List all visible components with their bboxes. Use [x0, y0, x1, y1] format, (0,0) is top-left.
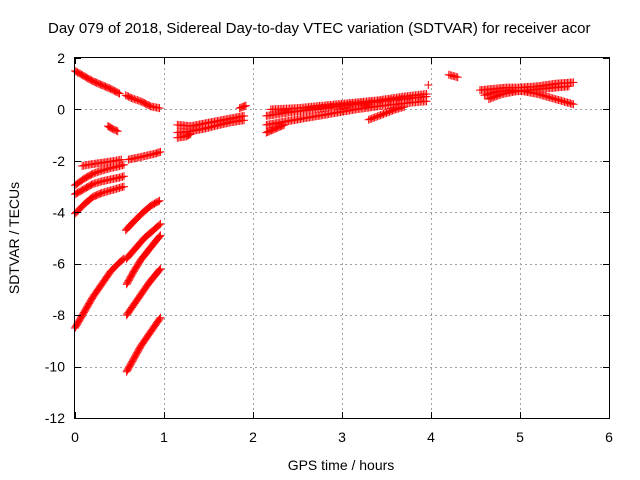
- y-axis-label: SDTVAR / TECUs: [6, 182, 22, 294]
- data-point: [156, 264, 165, 273]
- x-tick-label: 5: [516, 429, 524, 445]
- series-arc-17: [173, 129, 195, 142]
- data-point: [155, 196, 164, 205]
- data-point: [119, 254, 128, 263]
- series-arc-21: [266, 90, 431, 114]
- series-arc-1: [71, 66, 124, 98]
- data-point: [240, 102, 249, 111]
- data-point: [422, 97, 431, 106]
- data-point: [113, 127, 122, 136]
- data-point: [155, 315, 164, 323]
- y-tick-label: -4: [53, 204, 66, 220]
- data-point: [156, 219, 165, 228]
- series-arc-25: [444, 70, 462, 82]
- y-tick-label: -2: [53, 153, 66, 169]
- series-arc-28: [484, 82, 573, 104]
- x-tick-label: 0: [71, 429, 79, 445]
- series-arc-24: [424, 81, 433, 89]
- axis-ticks: 0 1 2 3 4 5 6 -12 -10 -8 -6 -4 -2 0 2: [45, 50, 613, 445]
- plot-border: [74, 57, 610, 419]
- data-point: [119, 182, 128, 191]
- data-point: [278, 121, 287, 130]
- data-point: [569, 100, 578, 109]
- y-tick-label: 2: [57, 50, 65, 66]
- x-tick-label: 6: [605, 429, 613, 445]
- data-point: [115, 89, 124, 98]
- y-tick-label: -10: [45, 359, 65, 375]
- x-tick-label: 3: [338, 429, 346, 445]
- data-point: [241, 101, 250, 110]
- data-point: [422, 90, 431, 98]
- data-point: [156, 231, 165, 240]
- data-point: [112, 126, 121, 135]
- data-point: [186, 129, 195, 138]
- series-arc-16: [173, 116, 249, 137]
- data-point: [280, 120, 289, 129]
- data-point: [154, 233, 163, 242]
- data-point: [119, 160, 128, 169]
- series-arc-14: [71, 254, 128, 332]
- data-point: [564, 82, 573, 91]
- data-point: [400, 102, 409, 111]
- series-arc-22: [262, 120, 289, 137]
- data-point: [154, 267, 163, 275]
- y-tick-label: -8: [53, 307, 66, 323]
- data-point: [114, 88, 123, 97]
- y-tick-label: -6: [53, 256, 66, 272]
- data-point: [453, 73, 462, 82]
- data-point: [155, 232, 164, 241]
- data-point: [185, 130, 194, 139]
- series-arc-2: [121, 91, 164, 113]
- data-point: [240, 116, 249, 125]
- series-arc-18: [235, 101, 250, 113]
- x-tick-label: 4: [427, 429, 435, 445]
- x-axis-label: GPS time / hours: [288, 457, 395, 473]
- series-arc-12: [122, 264, 165, 320]
- series-arc-3: [103, 122, 122, 136]
- y-tick-label: -12: [45, 410, 65, 426]
- data-point: [156, 313, 165, 322]
- data-point: [155, 220, 164, 229]
- x-tick-label: 1: [160, 429, 168, 445]
- data-point: [154, 197, 163, 206]
- chart-title: Day 079 of 2018, Sidereal Day-to-day VTE…: [48, 20, 590, 37]
- series-arc-9: [121, 196, 164, 235]
- data-point: [119, 172, 128, 181]
- series-arc-23: [364, 102, 409, 124]
- series-arc-4: [78, 155, 126, 170]
- data-point: [424, 81, 433, 89]
- data-point: [118, 255, 127, 264]
- x-tick-label: 2: [249, 429, 257, 445]
- series-arc-11: [122, 231, 165, 289]
- series-arc-5: [124, 147, 165, 164]
- data-point: [155, 104, 164, 113]
- y-tick-label: 0: [57, 101, 65, 117]
- data-point: [155, 265, 164, 274]
- series-arc-13: [122, 313, 165, 376]
- data-points: [71, 66, 578, 376]
- data-point: [156, 147, 165, 156]
- data-point: [569, 78, 578, 87]
- series-arc-8: [71, 182, 128, 218]
